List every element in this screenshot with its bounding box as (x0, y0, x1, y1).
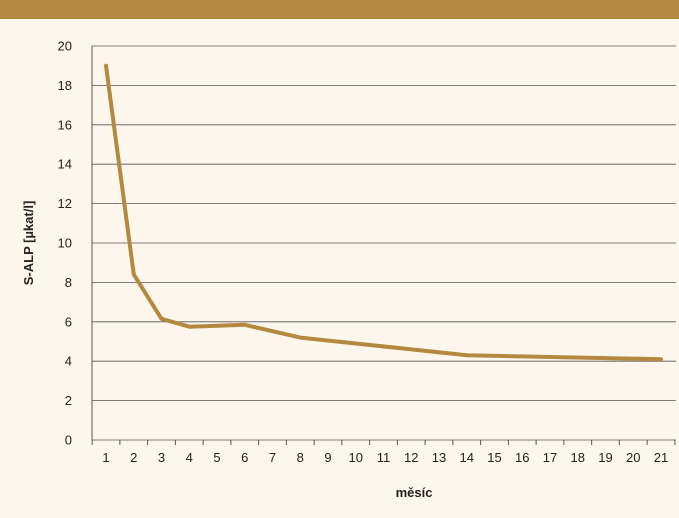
y-tick-label: 4 (65, 354, 72, 369)
y-tick-label: 2 (65, 393, 72, 408)
x-tick-label: 1 (102, 450, 109, 465)
y-tick-label: 18 (58, 78, 72, 93)
x-tick-label: 8 (297, 450, 304, 465)
y-tick-label: 16 (58, 117, 72, 132)
x-tick-label: 16 (515, 450, 529, 465)
x-tick-label: 19 (598, 450, 612, 465)
x-tick-label: 18 (571, 450, 585, 465)
y-tick-label: 10 (58, 236, 72, 251)
y-tick-label: 14 (58, 157, 72, 172)
y-tick-label: 8 (65, 275, 72, 290)
y-tick-label: 12 (58, 196, 72, 211)
x-tick-label: 10 (349, 450, 363, 465)
x-tick-label: 13 (432, 450, 446, 465)
x-tick-label: 2 (130, 450, 137, 465)
x-tick-label: 7 (269, 450, 276, 465)
x-tick-label: 14 (460, 450, 474, 465)
y-tick-label: 0 (65, 433, 72, 448)
x-tick-label: 9 (324, 450, 331, 465)
x-tick-label: 5 (213, 450, 220, 465)
x-axis-title: měsíc (396, 485, 433, 500)
gridlines (92, 45, 676, 441)
y-axis-title: S-ALP [µkat/l] (21, 201, 36, 286)
series-layer (104, 63, 663, 362)
x-tick-label: 4 (186, 450, 193, 465)
x-tick-label: 20 (626, 450, 640, 465)
x-tick-label: 3 (158, 450, 165, 465)
y-tick-label: 6 (65, 314, 72, 329)
axes (91, 46, 676, 445)
x-tick-label: 11 (377, 450, 391, 465)
x-tick-label: 15 (487, 450, 501, 465)
x-tick-label: 12 (404, 450, 418, 465)
x-tick-label: 6 (241, 450, 248, 465)
x-tick-label: 21 (654, 450, 668, 465)
series-line-0 (104, 63, 663, 362)
header-bar (0, 0, 679, 19)
y-tick-label: 20 (58, 39, 72, 54)
x-tick-label: 17 (543, 450, 557, 465)
